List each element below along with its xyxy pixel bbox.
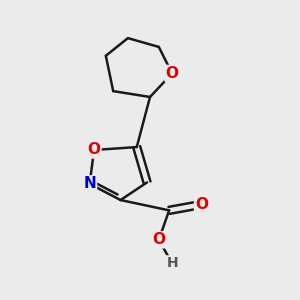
Text: N: N [83,176,96,191]
Text: O: O [88,142,100,158]
Text: O: O [195,197,208,212]
Text: O: O [152,232,165,247]
Text: H: H [166,256,178,270]
Text: O: O [166,66,178,81]
